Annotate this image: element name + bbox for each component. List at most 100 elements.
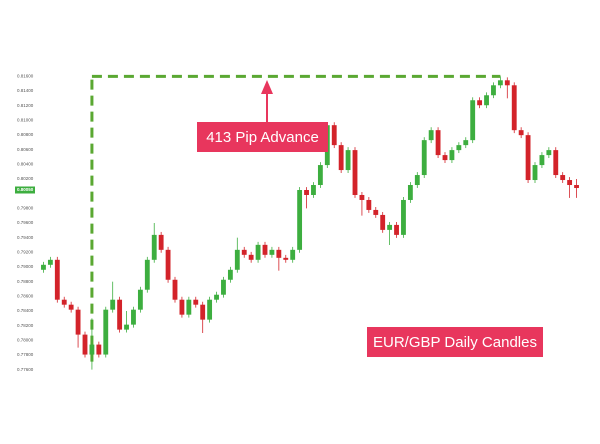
candle-body — [317, 165, 323, 186]
candle-body — [352, 150, 358, 195]
candle-body — [131, 309, 136, 325]
candle-body — [290, 249, 296, 260]
candle-body — [144, 259, 150, 290]
candle-body — [311, 185, 316, 195]
candle-body — [193, 299, 199, 305]
y-tick-label: 0.81200 — [17, 103, 34, 108]
candle-body — [186, 299, 192, 315]
candle-body — [435, 130, 441, 156]
candle-body — [234, 249, 240, 270]
candle-body — [54, 259, 60, 300]
candle-body — [241, 249, 247, 255]
y-tick-label: 0.81000 — [17, 118, 34, 123]
candle-body — [96, 344, 102, 355]
candle-body — [89, 344, 95, 355]
candle-body — [442, 155, 448, 161]
y-tick-label: 0.78600 — [17, 294, 34, 299]
y-tick-label: 0.79800 — [17, 206, 34, 211]
candle-body — [214, 294, 219, 300]
candle-body — [179, 299, 185, 315]
candle-body — [421, 140, 427, 176]
candle-body — [463, 140, 469, 146]
y-tick-label: 0.77800 — [17, 352, 34, 357]
candle-body — [401, 199, 406, 235]
y-tick-label: 0.79000 — [17, 264, 34, 269]
candle-body — [276, 249, 282, 258]
candle-body — [137, 289, 143, 310]
candle-body — [61, 299, 67, 305]
annotation-box — [197, 122, 328, 152]
candle-body — [151, 234, 157, 260]
candle-body — [200, 304, 206, 320]
y-tick-label: 0.77600 — [17, 367, 34, 372]
candle-body — [449, 150, 455, 161]
candle-body — [331, 125, 337, 146]
y-tick-label: 0.79200 — [17, 250, 34, 255]
candle-body — [380, 214, 386, 230]
candle-body — [456, 145, 462, 151]
candle-body — [532, 165, 538, 181]
y-tick-label: 0.81400 — [17, 88, 34, 93]
candle-body — [338, 145, 344, 171]
candle-body — [68, 304, 74, 310]
candle-body — [373, 209, 379, 215]
candle-body — [560, 175, 566, 181]
candle-body — [41, 264, 46, 270]
y-tick-label: 0.79600 — [17, 220, 34, 225]
candle-body — [567, 180, 573, 186]
y-tick-label: 0.78800 — [17, 279, 34, 284]
y-tick-label: 0.78200 — [17, 323, 34, 328]
y-tick-label: 0.80800 — [17, 132, 34, 137]
candle-body — [304, 190, 309, 195]
current-price-box — [15, 186, 35, 194]
arrow-head — [261, 80, 273, 94]
annotation-text: 413 Pip Advance — [206, 129, 319, 146]
candle-body — [221, 279, 226, 295]
candle-body — [574, 185, 579, 189]
candle-body — [75, 309, 81, 335]
candle-body — [47, 259, 53, 265]
y-tick-label: 0.80400 — [17, 162, 34, 167]
candle-body — [165, 249, 171, 280]
candle-body — [103, 309, 109, 355]
candle-body — [428, 130, 434, 141]
candle-body — [158, 234, 164, 250]
candle-body — [345, 150, 351, 171]
candle-body — [262, 244, 268, 255]
candle-body — [497, 80, 503, 86]
y-tick-label: 0.78000 — [17, 338, 34, 343]
y-tick-label: 0.80600 — [17, 147, 34, 152]
candle-body — [283, 257, 289, 260]
candle-body — [172, 279, 178, 300]
candle-body — [207, 299, 213, 320]
candle-body — [470, 100, 476, 141]
candle-body — [518, 130, 524, 136]
candle-body — [387, 224, 393, 230]
candle-body — [394, 224, 399, 235]
annotation-text: EUR/GBP Daily Candles — [373, 334, 537, 351]
candle-body — [539, 155, 545, 166]
candle-body — [82, 334, 88, 355]
candle-body — [359, 194, 365, 200]
candle-body — [553, 150, 559, 176]
candle-body — [484, 95, 489, 106]
candle-body — [504, 80, 510, 86]
candle-body — [269, 249, 275, 255]
current-price-label: 0.80050 — [17, 187, 34, 192]
y-tick-label: 0.81600 — [17, 74, 34, 79]
candle-body — [124, 324, 129, 330]
candle-body — [525, 135, 531, 181]
candle-body — [227, 269, 233, 280]
candle-body — [491, 85, 496, 96]
candle-body — [546, 150, 552, 156]
candle-body — [477, 100, 483, 106]
candle-body — [117, 299, 123, 330]
candle-body — [414, 175, 420, 186]
y-tick-label: 0.80200 — [17, 176, 34, 181]
y-tick-label: 0.79400 — [17, 235, 34, 240]
candle-body — [248, 254, 254, 260]
candle-body — [297, 190, 303, 250]
annotation-box — [367, 327, 543, 357]
